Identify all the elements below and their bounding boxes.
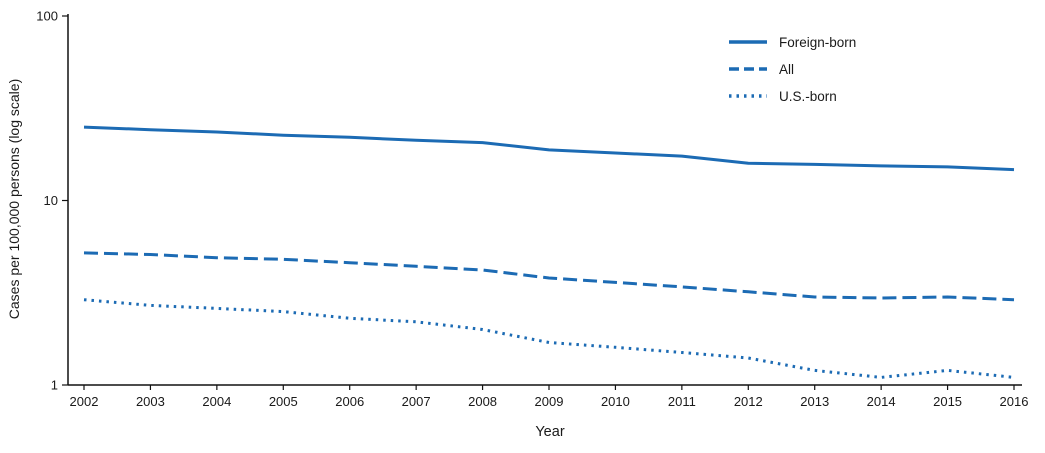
legend: Foreign-born All U.S.-born	[728, 33, 856, 114]
series-line-all	[83, 251, 1015, 302]
x-tick-label: 2002	[70, 394, 99, 409]
x-tick-label: 2012	[734, 394, 763, 409]
series-line-u-s-born	[83, 298, 1015, 379]
x-tick-label: 2014	[867, 394, 896, 409]
x-tick-label: 2008	[468, 394, 497, 409]
x-tick-label: 2006	[335, 394, 364, 409]
x-tick-label: 2010	[601, 394, 630, 409]
y-tick-label: 100	[36, 9, 58, 24]
legend-swatch-dotted-icon	[729, 94, 767, 98]
x-tick-label: 2005	[269, 394, 298, 409]
legend-label-us-born: U.S.-born	[779, 88, 837, 104]
x-tick-label: 2015	[933, 394, 962, 409]
legend-item-us-born: U.S.-born	[728, 87, 856, 105]
legend-swatch-dashed-icon	[729, 67, 767, 71]
x-tick-label: 2013	[800, 394, 829, 409]
y-axis-title: Cases per 100,000 persons (log scale)	[6, 78, 22, 320]
legend-item-all: All	[728, 60, 856, 78]
legend-swatch-solid-icon	[729, 40, 767, 44]
series-line-foreign-born	[83, 125, 1015, 172]
x-tick-label: 2009	[535, 394, 564, 409]
x-tick-label: 2011	[668, 394, 696, 409]
x-tick-label: 2004	[202, 394, 231, 409]
x-tick-label: 2007	[402, 394, 431, 409]
y-tick-label: 10	[44, 193, 58, 208]
x-axis-title: Year	[535, 424, 565, 440]
legend-label-foreign-born: Foreign-born	[779, 34, 857, 50]
y-tick-label: 1	[51, 378, 58, 393]
legend-label-all: All	[779, 61, 795, 77]
x-tick-label: 2003	[136, 394, 165, 409]
x-tick-label: 2016	[1000, 394, 1029, 409]
legend-item-foreign-born: Foreign-born	[728, 33, 856, 51]
